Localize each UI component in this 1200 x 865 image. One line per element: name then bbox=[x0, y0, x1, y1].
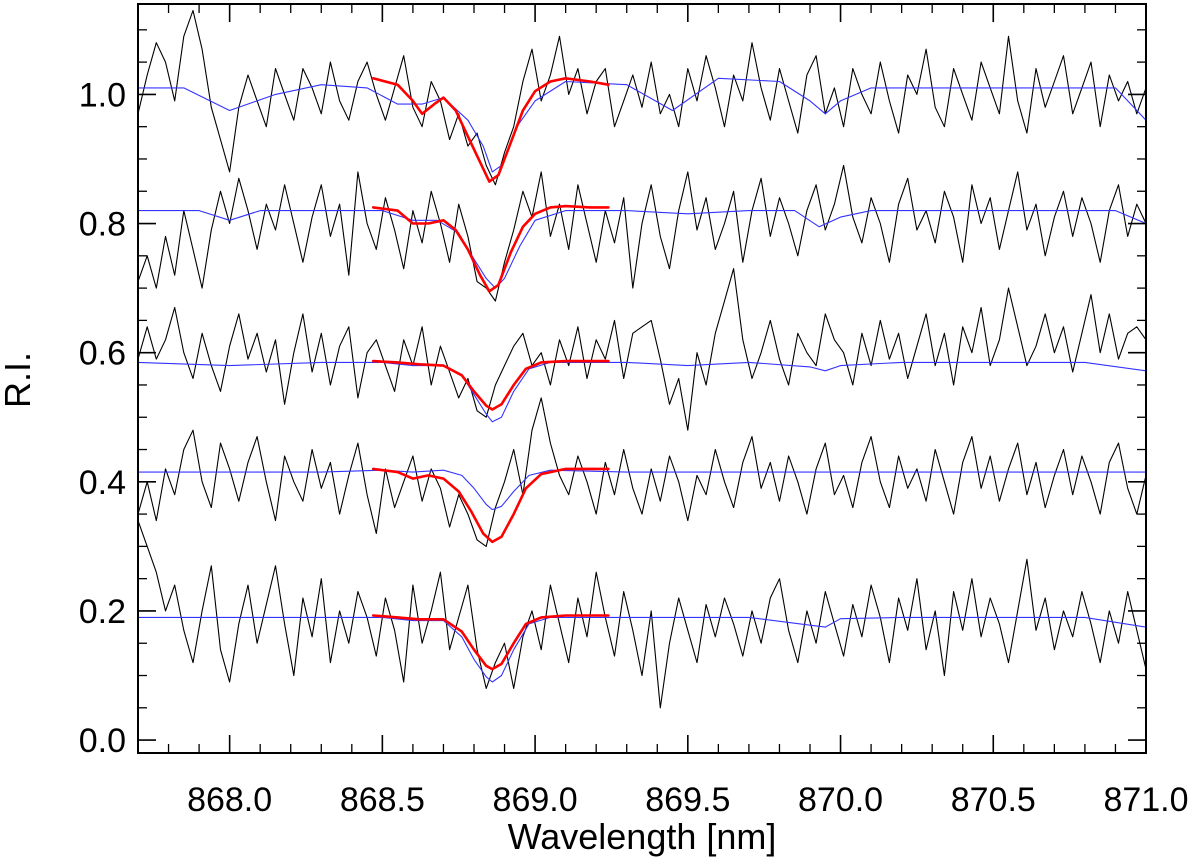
x-tick-label: 871.0 bbox=[1103, 781, 1188, 819]
x-tick-label: 868.5 bbox=[340, 781, 425, 819]
model-spectrum-line-1.0 bbox=[137, 77, 1147, 173]
fit-spectrum-line-0.2 bbox=[371, 614, 610, 671]
y-tick-label: 1.0 bbox=[79, 76, 126, 114]
y-axis-title: R.I. bbox=[0, 352, 38, 408]
y-tick-label: 0.4 bbox=[79, 464, 126, 502]
model-spectrum-line-0.8 bbox=[137, 210, 1147, 289]
observed-spectrum-line-0.2 bbox=[137, 520, 1147, 709]
x-tick-label: 869.5 bbox=[645, 781, 730, 819]
fit-spectrum-line-1.0 bbox=[371, 77, 610, 183]
fit-spectrum-line-0.4 bbox=[371, 467, 610, 544]
tick-layer: 868.0 868.5 869.0 869.5 870.0 870.5 871.0 0.0 0.… bbox=[79, 4, 1189, 819]
x-axis-title: Wavelength [nm] bbox=[508, 816, 777, 857]
model-spectrum-line-0.2 bbox=[137, 616, 1147, 683]
observed-spectrum-line-1.0 bbox=[137, 9, 1147, 186]
x-tick-label: 868.0 bbox=[187, 781, 272, 819]
fit-spectrum-line-0.8 bbox=[371, 204, 610, 293]
y-tick-label: 0.6 bbox=[79, 335, 126, 373]
x-tick-label: 870.0 bbox=[798, 781, 883, 819]
x-tick-label: 869.0 bbox=[493, 781, 578, 819]
y-tick-label: 0.0 bbox=[79, 722, 126, 760]
y-tick-label: 0.8 bbox=[79, 206, 126, 244]
observed-spectrum-line-0.8 bbox=[137, 164, 1147, 302]
plot-frame bbox=[137, 3, 1147, 754]
fit-spectrum-line-0.6 bbox=[371, 359, 610, 411]
model-spectrum-line-0.6 bbox=[137, 361, 1147, 423]
y-tick-label: 0.2 bbox=[79, 593, 126, 631]
series-layer bbox=[137, 9, 1147, 709]
observed-spectrum-line-0.6 bbox=[137, 268, 1147, 431]
observed-spectrum-line-0.4 bbox=[137, 397, 1147, 547]
x-tick-label: 870.5 bbox=[951, 781, 1036, 819]
